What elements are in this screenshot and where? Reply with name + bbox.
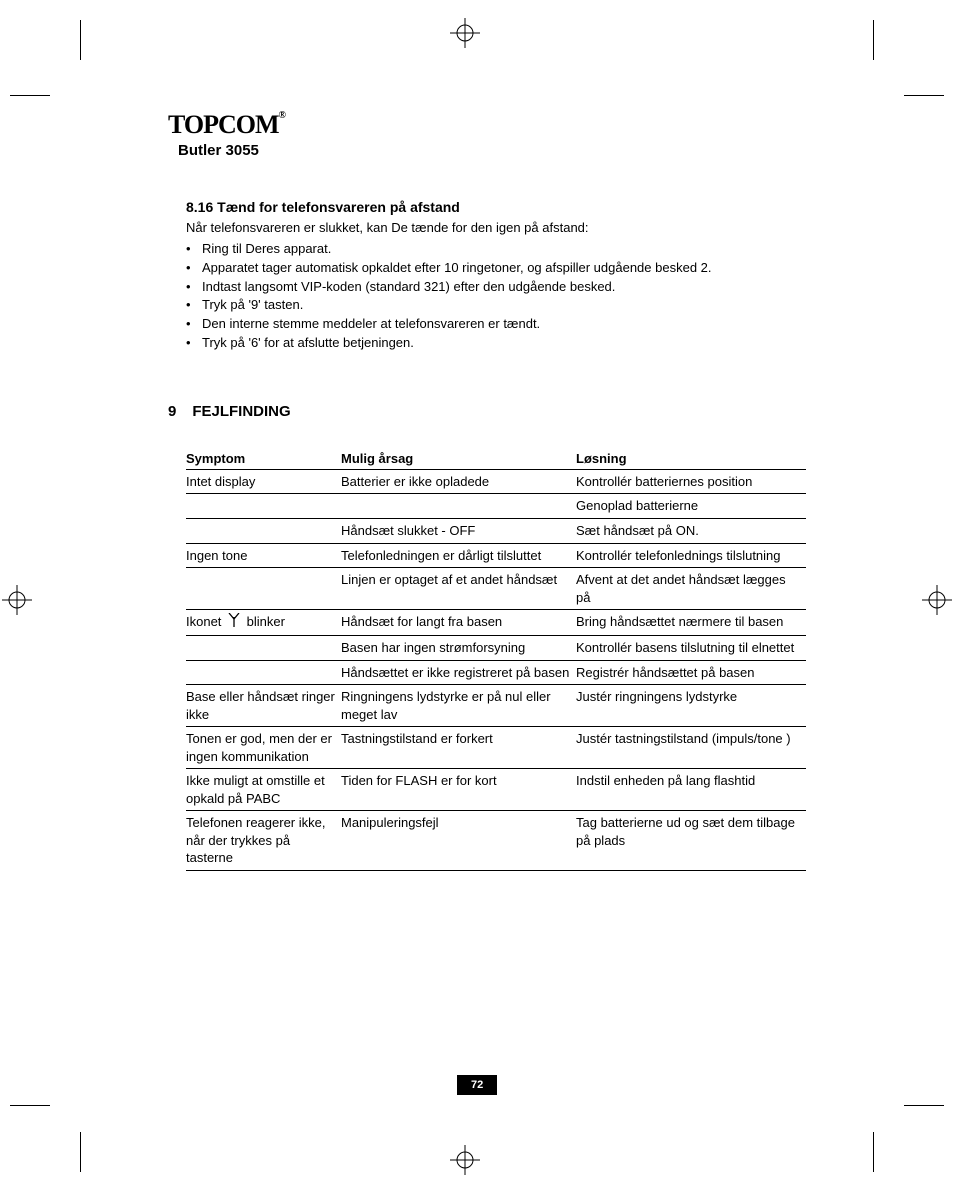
list-item: Tryk på '6' for at afslutte betjeningen. — [186, 334, 788, 353]
cell-fix: Sæt håndsæt på ON. — [576, 519, 806, 544]
list-item: Apparatet tager automatisk opkaldet efte… — [186, 259, 788, 278]
section-intro: Når telefonsvareren er slukket, kan De t… — [186, 219, 788, 238]
cell-fix: Justér tastningstilstand (impuls/tone ) — [576, 727, 806, 769]
cell-symptom — [186, 568, 341, 610]
antenna-icon — [228, 613, 240, 632]
registration-mark-icon — [450, 1145, 480, 1175]
cell-fix: Tag batterierne ud og sæt dem tilbage på… — [576, 811, 806, 871]
cell-fix: Registrér håndsættet på basen — [576, 660, 806, 685]
list-item: Ring til Deres apparat. — [186, 240, 788, 259]
cell-symptom: Intet display — [186, 469, 341, 494]
table-row: Håndsæt slukket - OFFSæt håndsæt på ON. — [186, 519, 806, 544]
cell-cause: Ringningens lydstyrke er på nul eller me… — [341, 685, 576, 727]
list-item: Indtast langsomt VIP-koden (standard 321… — [186, 278, 788, 297]
cell-cause: Tiden for FLASH er for kort — [341, 769, 576, 811]
troubleshooting-table: Symptom Mulig årsag Løsning Intet displa… — [186, 448, 806, 871]
cell-cause: Telefonledningen er dårligt tilsluttet — [341, 543, 576, 568]
table-row: Base eller håndsæt ringer ikkeRingningen… — [186, 685, 806, 727]
cell-fix: Genoplad batterierne — [576, 494, 806, 519]
cell-cause — [341, 494, 576, 519]
table-row: Basen har ingen strømforsyningKontrollér… — [186, 636, 806, 661]
table-row: Telefonen reagerer ikke, når der trykkes… — [186, 811, 806, 871]
table-row: Linjen er optaget af et andet håndsætAfv… — [186, 568, 806, 610]
registration-mark-icon — [450, 18, 480, 48]
section-heading: 8.16 Tænd for telefonsvareren på afstand — [186, 199, 788, 215]
list-item: Tryk på '9' tasten. — [186, 296, 788, 315]
cell-symptom — [186, 519, 341, 544]
page-content: TOPCOM® Butler 3055 8.16 Tænd for telefo… — [168, 110, 788, 871]
chapter-heading: 9FEJLFINDING — [168, 403, 788, 420]
cell-fix: Justér ringningens lydstyrke — [576, 685, 806, 727]
cell-fix: Kontrollér basens tilslutning til elnett… — [576, 636, 806, 661]
cell-fix: Kontrollér batteriernes position — [576, 469, 806, 494]
table-row: Ingen toneTelefonledningen er dårligt ti… — [186, 543, 806, 568]
cell-cause: Linjen er optaget af et andet håndsæt — [341, 568, 576, 610]
cell-cause: Håndsæt for langt fra basen — [341, 610, 576, 636]
table-row: Ikonet blinkerHåndsæt for langt fra base… — [186, 610, 806, 636]
table-row: Tonen er god, men der er ingen kommunika… — [186, 727, 806, 769]
model-name: Butler 3055 — [178, 142, 788, 159]
cell-symptom — [186, 494, 341, 519]
table-row: Ikke muligt at omstille et opkald på PAB… — [186, 769, 806, 811]
cell-cause: Håndsættet er ikke registreret på basen — [341, 660, 576, 685]
cell-symptom: Tonen er god, men der er ingen kommunika… — [186, 727, 341, 769]
cell-symptom: Ingen tone — [186, 543, 341, 568]
cell-cause: Basen har ingen strømforsyning — [341, 636, 576, 661]
list-item: Den interne stemme meddeler at telefonsv… — [186, 315, 788, 334]
cell-fix: Afvent at det andet håndsæt lægges på — [576, 568, 806, 610]
cell-symptom — [186, 636, 341, 661]
page-number: 72 — [457, 1075, 497, 1095]
cell-cause: Manipuleringsfejl — [341, 811, 576, 871]
cell-cause: Batterier er ikke opladede — [341, 469, 576, 494]
cell-symptom: Ikonet blinker — [186, 610, 341, 636]
brand-logo: TOPCOM® — [168, 110, 788, 140]
cell-symptom: Base eller håndsæt ringer ikke — [186, 685, 341, 727]
col-header-symptom: Symptom — [186, 448, 341, 470]
table-row: Håndsættet er ikke registreret på basenR… — [186, 660, 806, 685]
table-row: Genoplad batterierne — [186, 494, 806, 519]
cell-symptom: Telefonen reagerer ikke, når der trykkes… — [186, 811, 341, 871]
cell-fix: Indstil enheden på lang flashtid — [576, 769, 806, 811]
cell-cause: Tastningstilstand er forkert — [341, 727, 576, 769]
col-header-cause: Mulig årsag — [341, 448, 576, 470]
registration-mark-icon — [2, 585, 32, 615]
cell-cause: Håndsæt slukket - OFF — [341, 519, 576, 544]
instruction-list: Ring til Deres apparat. Apparatet tager … — [186, 240, 788, 353]
cell-fix: Kontrollér telefonlednings tilslutning — [576, 543, 806, 568]
cell-symptom: Ikke muligt at omstille et opkald på PAB… — [186, 769, 341, 811]
cell-symptom — [186, 660, 341, 685]
col-header-fix: Løsning — [576, 448, 806, 470]
registration-mark-icon — [922, 585, 952, 615]
table-row: Intet displayBatterier er ikke opladedeK… — [186, 469, 806, 494]
cell-fix: Bring håndsættet nærmere til basen — [576, 610, 806, 636]
